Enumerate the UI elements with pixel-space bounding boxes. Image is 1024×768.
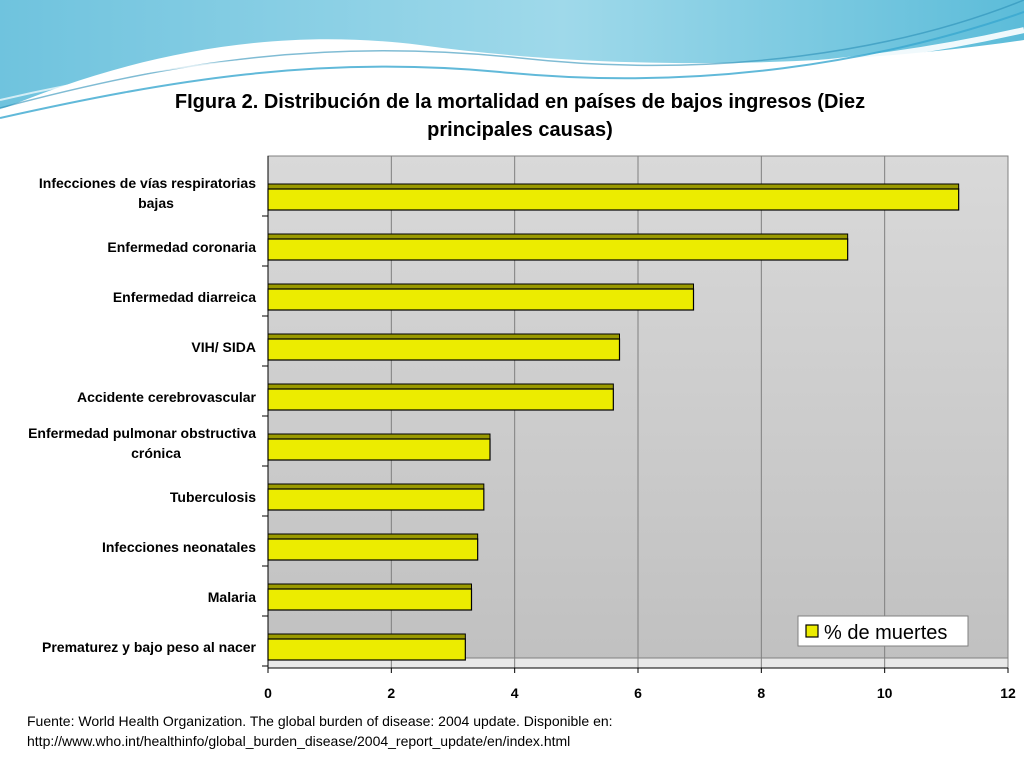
bar xyxy=(267,588,473,611)
bar-top-face xyxy=(267,383,614,390)
category-label-line: Accidente cerebrovascular xyxy=(77,389,257,405)
category-label-line: Enfermedad diarreica xyxy=(113,289,256,305)
category-label-line: Enfermedad pulmonar obstructiva xyxy=(28,425,256,441)
category-label-line: bajas xyxy=(138,195,174,211)
bar xyxy=(267,188,960,211)
bar-top-face xyxy=(267,583,472,590)
category-label: Accidente cerebrovascular xyxy=(77,389,257,405)
bar xyxy=(267,388,614,411)
bar xyxy=(267,238,849,261)
category-label-line: crónica xyxy=(131,445,181,461)
legend-label: % de muertes xyxy=(824,622,947,644)
x-tick-label: 12 xyxy=(1000,685,1016,701)
bar-top-face xyxy=(267,233,849,240)
x-tick-label: 8 xyxy=(757,685,765,701)
category-label: Malaria xyxy=(208,589,256,605)
source-line-2: http://www.who.int/healthinfo/global_bur… xyxy=(27,733,571,749)
bar-top-face xyxy=(267,433,491,440)
x-tick-label: 10 xyxy=(877,685,893,701)
bar-top-face xyxy=(267,283,694,290)
category-label-line: Prematurez y bajo peso al nacer xyxy=(42,639,257,655)
x-tick-label: 6 xyxy=(634,685,642,701)
bar xyxy=(267,488,485,511)
x-tick-label: 0 xyxy=(264,685,272,701)
bar xyxy=(267,638,466,661)
bar-top-face xyxy=(267,533,479,540)
category-label: Enfermedad coronaria xyxy=(107,239,256,255)
category-label-line: Infecciones neonatales xyxy=(102,539,256,555)
x-tick-label: 2 xyxy=(387,685,395,701)
bar-top-face xyxy=(267,333,620,340)
category-label: Enfermedad pulmonar obstructiva crónica xyxy=(28,425,256,461)
chart-title: FIgura 2. Distribución de la mortalidad … xyxy=(174,91,866,141)
bar xyxy=(267,288,695,311)
legend: % de muertes xyxy=(797,615,969,647)
bar-top-face xyxy=(267,483,485,490)
category-label-line: Malaria xyxy=(208,589,256,605)
bar xyxy=(267,538,479,561)
category-label-line: Enfermedad coronaria xyxy=(107,239,256,255)
source-note: Fuente: World Health Organization. The g… xyxy=(27,711,1017,751)
category-label: Tuberculosis xyxy=(170,489,256,505)
legend-swatch xyxy=(805,624,819,638)
bar xyxy=(267,338,621,361)
category-label: Prematurez y bajo peso al nacer xyxy=(42,639,257,655)
category-label-line: Tuberculosis xyxy=(170,489,256,505)
bar-top-face xyxy=(267,183,960,190)
category-label-line: Infecciones de vías respiratorias xyxy=(39,175,256,191)
category-label: Infecciones neonatales xyxy=(102,539,256,555)
category-label: VIH/ SIDA xyxy=(191,339,256,355)
category-label-line: VIH/ SIDA xyxy=(191,339,256,355)
x-tick-label: 4 xyxy=(511,685,519,701)
source-line-1: Fuente: World Health Organization. The g… xyxy=(27,713,613,729)
legend-box xyxy=(797,615,969,647)
bar xyxy=(267,438,491,461)
bar-top-face xyxy=(267,633,466,640)
category-label: Infecciones de vías respiratorias bajas xyxy=(39,175,256,211)
category-label: Enfermedad diarreica xyxy=(113,289,256,305)
